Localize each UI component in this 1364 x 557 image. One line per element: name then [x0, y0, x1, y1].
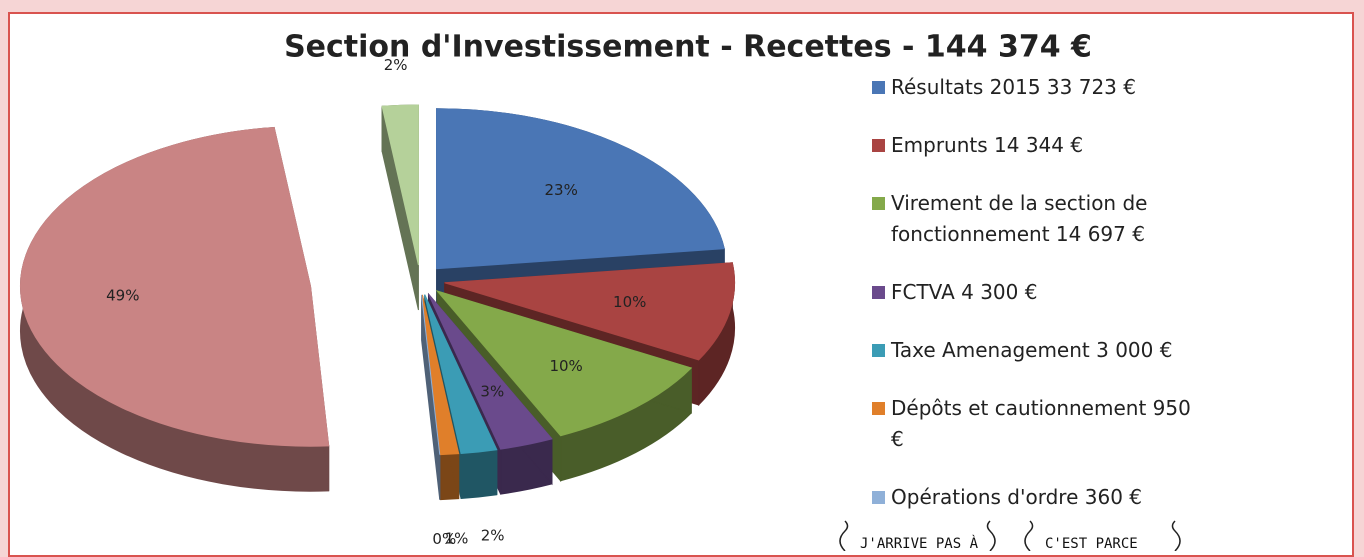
- data-label: 2%: [384, 56, 408, 74]
- data-label: 10%: [613, 293, 646, 311]
- legend-label: Opérations d'ordre 360 €: [891, 485, 1143, 509]
- legend-label: FCTVA 4 300 €: [891, 280, 1038, 304]
- legend-item: Opérations d'ordre 360 €: [872, 482, 1272, 513]
- slice: [428, 293, 553, 450]
- chart-title: Section d'Investissement - Recettes - 14…: [284, 30, 1092, 65]
- slice: [436, 108, 725, 270]
- bubble-text: C'EST PARCE: [1045, 536, 1138, 551]
- slice: [20, 126, 330, 447]
- legend-label: Dépôts et cautionnement 950 €: [891, 396, 1191, 451]
- legend-label: Virement de la section de fonctionnement…: [891, 191, 1148, 246]
- slice: [421, 294, 460, 456]
- slice: [444, 262, 736, 361]
- pie: 23% 10% 10% 3% 2% 1%0% 49% 2%: [20, 56, 736, 548]
- legend-swatch: [872, 139, 885, 152]
- legend-item: Emprunts 14 344 €: [872, 130, 1272, 161]
- legend-item: Dépôts et cautionnement 950 €: [872, 393, 1272, 455]
- legend-item: Résultats 2015 33 723 €: [872, 72, 1272, 103]
- data-label: 2%: [481, 527, 505, 545]
- legend-label: Emprunts 14 344 €: [891, 133, 1084, 157]
- legend-label: Résultats 2015 33 723 €: [891, 75, 1136, 99]
- data-label: 49%: [106, 286, 139, 304]
- data-label: 10%: [549, 357, 582, 375]
- data-label: 1%: [445, 530, 469, 548]
- speech-bubble: [839, 520, 1181, 551]
- slice: [381, 104, 419, 266]
- legend-item: FCTVA 4 300 €: [872, 277, 1272, 308]
- legend-swatch: [872, 286, 885, 299]
- slice: [435, 289, 693, 437]
- legend-label: Taxe Amenagement 3 000 €: [891, 338, 1173, 362]
- data-label: 3%: [480, 382, 504, 400]
- legend: Résultats 2015 33 723 € Emprunts 14 344 €…: [872, 72, 1272, 513]
- legend-swatch: [872, 402, 885, 415]
- bubble-text: J'ARRIVE PAS À: [860, 535, 979, 551]
- legend-item: Virement de la section de fonctionnement…: [872, 188, 1272, 250]
- legend-swatch: [872, 81, 885, 94]
- legend-swatch: [872, 197, 885, 210]
- data-label: 0%: [432, 530, 456, 548]
- legend-swatch: [872, 491, 885, 504]
- legend-swatch: [872, 344, 885, 357]
- slice: [424, 294, 498, 455]
- data-label: 23%: [545, 181, 578, 199]
- legend-item: Taxe Amenagement 3 000 €: [872, 335, 1272, 366]
